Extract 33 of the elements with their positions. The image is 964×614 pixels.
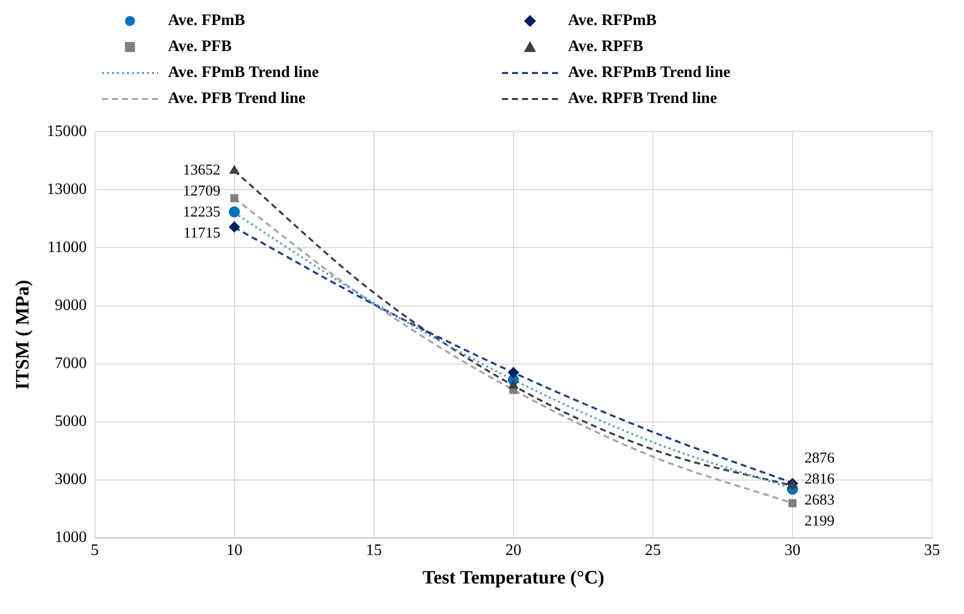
x-tick-label: 10 [226, 542, 242, 559]
legend-label: Ave. FPmB Trend line [168, 64, 319, 82]
y-axis-title: ITSM ( MPa) [12, 280, 34, 390]
legend-label: Ave. RPFB Trend line [568, 90, 718, 108]
x-tick-label: 30 [784, 542, 800, 559]
data-label: 2683 [804, 492, 834, 509]
x-tick-label: 25 [644, 542, 661, 559]
x-tick-label: 35 [924, 542, 940, 559]
x-axis-title: Test Temperature (°C) [422, 568, 604, 589]
y-tick-label: 11000 [47, 238, 87, 256]
data-label: 2876 [804, 450, 835, 467]
data-label: 12709 [182, 183, 220, 200]
x-tick-label: 15 [366, 542, 382, 559]
data-label: 12235 [182, 204, 220, 220]
legend-label: Ave. PFB [168, 38, 232, 56]
legend-label: Ave. FPmB [168, 12, 246, 30]
legend-label: Ave. RFPmB Trend line [568, 64, 730, 82]
data-label: 11715 [183, 225, 220, 242]
x-tick-label: 20 [505, 542, 522, 559]
y-tick-label: 3000 [54, 471, 87, 488]
y-tick-label: 15000 [46, 122, 87, 140]
legend-label: Ave. RPFB [568, 38, 644, 56]
y-tick-label: 5000 [54, 413, 87, 430]
y-tick-label: 1000 [54, 529, 87, 546]
x-tick-label: 5 [90, 542, 99, 559]
legend-label: Ave. PFB Trend line [168, 90, 306, 108]
data-label: 2816 [804, 472, 835, 488]
y-tick-label: 9000 [54, 296, 87, 314]
legend-label: Ave. RFPmB [568, 12, 657, 30]
y-tick-label: 7000 [54, 355, 87, 372]
data-label: 13652 [182, 162, 220, 178]
data-label: 2199 [804, 514, 834, 530]
y-tick-label: 13000 [46, 180, 87, 198]
